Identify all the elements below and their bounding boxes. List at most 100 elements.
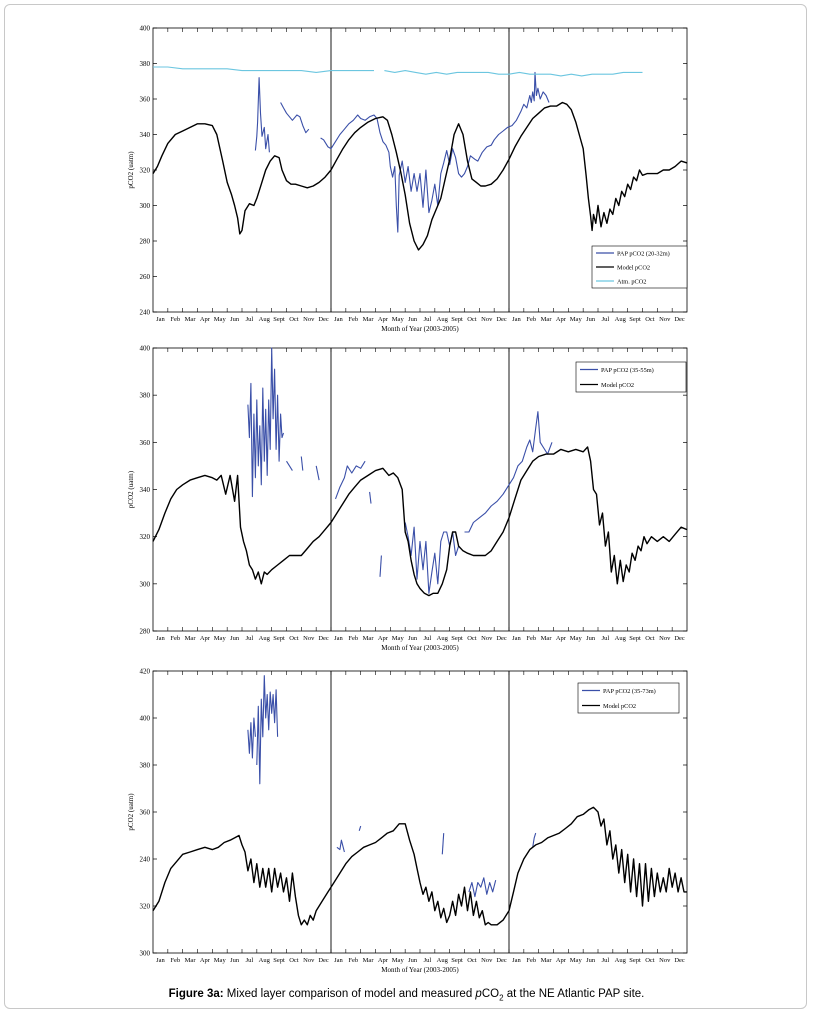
x-tick-label: Nov	[481, 635, 493, 642]
x-tick-label: Nov	[659, 635, 671, 642]
x-tick-label: Mar	[541, 635, 553, 642]
x-tick-label: Aug	[615, 316, 627, 323]
caption-text-p: p	[475, 988, 482, 1000]
series-measured-segment	[334, 460, 366, 500]
x-tick-label: Sept	[273, 316, 285, 323]
x-tick-label: Apr	[378, 635, 389, 642]
x-tick-label: Nov	[659, 316, 671, 323]
legend: PAP pCO2 (35-73m) Model pCO2	[577, 682, 680, 714]
x-tick-label: Oct	[289, 635, 299, 642]
x-tick-label: Jun	[230, 635, 240, 642]
y-tick-label: 300	[140, 580, 151, 588]
legend-box	[577, 682, 680, 714]
series-measured-segment	[468, 877, 497, 898]
series-measured-segment	[280, 102, 310, 134]
series-atm-segment	[384, 70, 643, 77]
series-model-line	[152, 806, 687, 926]
x-tick-label: Dec	[496, 316, 507, 323]
series-model-line	[152, 101, 688, 251]
x-tick-label: Nov	[481, 957, 493, 964]
legend-label-measured: PAP pCO2 (35-55m)	[601, 367, 654, 374]
legend-label-measured: PAP pCO2 (35-73m)	[603, 688, 656, 695]
x-tick-label: Feb	[348, 635, 358, 642]
x-tick-label: Jun	[408, 316, 418, 323]
y-tick-label: 320	[140, 167, 151, 175]
x-tick-label: Apr	[200, 316, 211, 323]
x-tick-label: Oct	[289, 957, 299, 964]
y-tick-label: 240	[140, 309, 151, 317]
caption-label: Figure 3a:	[168, 988, 224, 1000]
series-measured-segment	[286, 460, 293, 471]
y-tick-label: 320	[140, 533, 151, 541]
x-tick-label: Jan	[512, 316, 521, 323]
x-tick-label: Jul	[424, 635, 432, 642]
x-tick-label: Mar	[185, 957, 197, 964]
legend-box	[575, 361, 687, 393]
x-tick-label: Jul	[424, 957, 432, 964]
legend-label-measured: PAP pCO2 (20-32m)	[617, 250, 670, 257]
series-measured-segment	[404, 522, 460, 594]
series-measured-segment	[464, 411, 553, 533]
x-tick-label: Oct	[645, 957, 655, 964]
x-tick-label: Mar	[363, 635, 375, 642]
x-tick-label: May	[214, 316, 227, 323]
x-tick-label: Oct	[645, 316, 655, 323]
x-tick-label: Sept	[273, 957, 285, 964]
x-tick-label: Jul	[602, 635, 610, 642]
x-tick-label: May	[214, 635, 227, 642]
x-tick-label: Jun	[586, 957, 596, 964]
x-tick-label: Dec	[318, 635, 329, 642]
y-tick-label: 380	[140, 60, 151, 68]
x-tick-label: Aug	[615, 957, 627, 964]
y-tick-label: 360	[140, 439, 151, 447]
x-axis-label: Month of Year (2003-2005)	[381, 966, 459, 974]
y-tick-label: 400	[140, 25, 151, 33]
caption-text-b: at the NE Atlantic PAP site.	[503, 988, 645, 1000]
x-tick-label: May	[392, 635, 405, 642]
series-measured-segment	[379, 555, 382, 577]
legend-label-model: Model pCO2	[601, 382, 634, 389]
x-tick-label: May	[392, 957, 405, 964]
series-measured-segment	[247, 347, 285, 498]
x-tick-label: Apr	[556, 316, 567, 323]
x-tick-label: Apr	[556, 635, 567, 642]
x-tick-label: Jul	[602, 316, 610, 323]
x-tick-label: Nov	[303, 957, 315, 964]
x-tick-label: Jun	[408, 635, 418, 642]
series-measured-segment	[300, 456, 304, 471]
x-tick-label: Feb	[170, 316, 180, 323]
caption-text-sub: 2	[499, 993, 504, 1003]
series-measured-segment	[315, 465, 320, 481]
y-tick-label: 380	[140, 392, 151, 400]
x-tick-label: Feb	[348, 957, 358, 964]
x-tick-label: Aug	[615, 635, 627, 642]
x-tick-label: Aug	[437, 957, 449, 964]
y-tick-label: 360	[140, 809, 151, 817]
x-tick-label: May	[570, 957, 583, 964]
x-tick-label: Jan	[156, 957, 165, 964]
series-measured-segment	[320, 71, 550, 233]
x-tick-label: Jun	[408, 957, 418, 964]
series-measured-segment	[254, 77, 270, 153]
x-tick-label: Apr	[200, 957, 211, 964]
y-tick-label: 380	[140, 762, 151, 770]
y-tick-label: 360	[140, 96, 151, 104]
x-tick-label: Oct	[467, 957, 477, 964]
x-tick-label: Apr	[378, 957, 389, 964]
x-tick-label: Jan	[512, 957, 521, 964]
y-tick-label: 300	[140, 202, 151, 210]
series-measured-segment	[256, 675, 279, 785]
x-tick-label: Feb	[170, 957, 180, 964]
caption-text-a: Mixed layer comparison of model and meas…	[223, 988, 476, 1000]
x-tick-label: Jan	[334, 316, 343, 323]
x-tick-label: Sept	[629, 635, 641, 642]
y-axis-label: pCO2 (uatm)	[127, 470, 135, 508]
x-tick-label: Jan	[512, 635, 521, 642]
x-tick-label: Jun	[230, 316, 240, 323]
x-tick-label: Feb	[170, 635, 180, 642]
y-tick-label: 400	[140, 715, 151, 723]
x-tick-label: Mar	[541, 957, 553, 964]
x-tick-label: Sept	[451, 635, 463, 642]
